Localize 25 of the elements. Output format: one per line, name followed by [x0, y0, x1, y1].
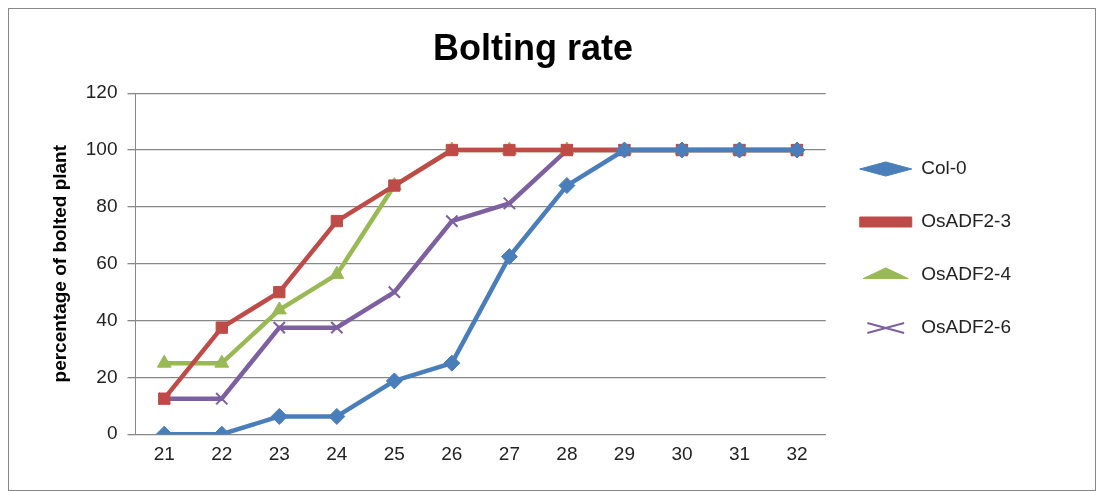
- x-tick-label: 23: [268, 442, 290, 464]
- x-tick-label: 27: [498, 442, 520, 464]
- y-tick-label: 120: [85, 81, 118, 103]
- y-tick-label: 60: [96, 251, 118, 273]
- x-tick-label: 29: [613, 442, 635, 464]
- x-tick-label: 21: [153, 442, 175, 464]
- x-tick-label: 28: [556, 442, 578, 464]
- x-tick-label: 30: [671, 442, 693, 464]
- chart-title: Bolting rate: [432, 26, 634, 68]
- y-axis-title: percentage of bolted plant: [48, 144, 70, 383]
- x-tick-label: 31: [728, 442, 751, 464]
- legend-label: OsADF2-3: [921, 210, 1012, 232]
- y-tick-label: 40: [96, 308, 118, 330]
- legend-label: OsADF2-4: [921, 263, 1012, 285]
- y-tick-label: 100: [85, 138, 118, 160]
- legend-label: OsADF2-6: [921, 316, 1012, 338]
- x-tick-label: 32: [786, 442, 808, 464]
- y-tick-label: 0: [106, 422, 118, 444]
- legend-label: Col-0: [921, 157, 967, 179]
- x-tick-label: 25: [383, 442, 405, 464]
- x-tick-label: 24: [326, 442, 348, 464]
- x-tick-label: 26: [441, 442, 463, 464]
- y-tick-label: 20: [96, 365, 118, 387]
- x-tick-label: 22: [211, 442, 233, 464]
- y-tick-label: 80: [96, 195, 118, 217]
